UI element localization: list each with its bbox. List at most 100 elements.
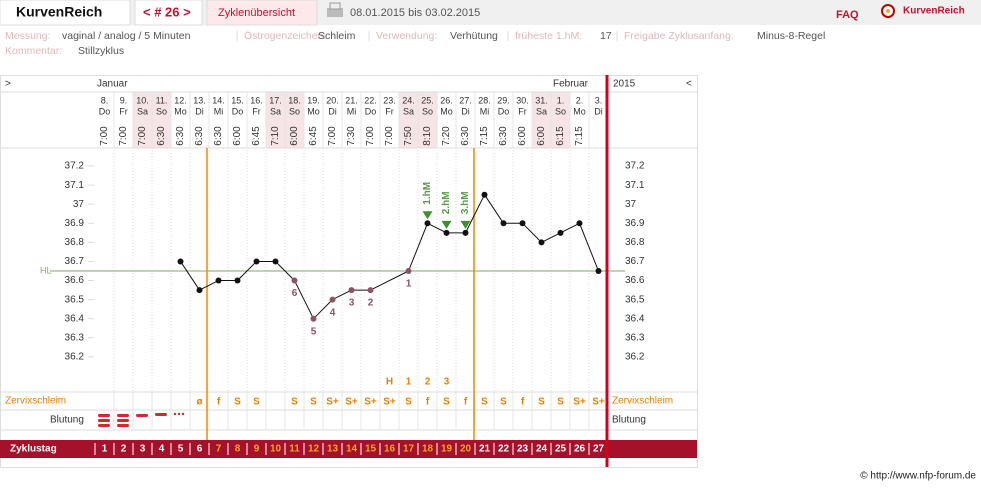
faq-link[interactable]: FAQ bbox=[836, 9, 859, 21]
scroll-right[interactable]: < bbox=[686, 79, 692, 90]
temperature-segment bbox=[522, 222, 542, 243]
overview-link[interactable]: Zyklenübersicht bbox=[218, 7, 295, 19]
temperature-point bbox=[310, 315, 317, 322]
temperature-segment bbox=[237, 261, 257, 281]
date-label: 18. bbox=[288, 95, 301, 105]
weekday-label: Sa bbox=[403, 106, 414, 116]
info-value: vaginal / analog / 5 Minuten bbox=[62, 30, 191, 42]
bleed-heavy bbox=[98, 419, 110, 422]
y-tick-label: 36.4 bbox=[625, 313, 645, 324]
y-tick-label: 36.3 bbox=[65, 332, 85, 343]
temperature-point bbox=[481, 191, 488, 198]
y-tick-label: 36.2 bbox=[625, 351, 645, 362]
weekday-label: Sa bbox=[270, 106, 281, 116]
temperature-segment bbox=[484, 194, 504, 224]
bleeding-title: Blutung bbox=[50, 415, 84, 426]
weekday-label: Mi bbox=[347, 106, 357, 116]
scroll-left[interactable]: > bbox=[5, 79, 11, 90]
cycle-day: 2 bbox=[121, 444, 127, 455]
bleed-spot bbox=[173, 412, 177, 416]
temperature-segment bbox=[579, 223, 599, 272]
peak-label: 1 bbox=[406, 377, 412, 388]
info-label: Freigabe Zyklusanfang: bbox=[624, 30, 734, 42]
printer-icon[interactable] bbox=[327, 2, 343, 17]
weekday-label: Do bbox=[365, 106, 377, 116]
info-label: Östrogenzeichen: bbox=[244, 30, 326, 42]
peak-label: H bbox=[386, 377, 393, 388]
temperature-segment bbox=[541, 232, 561, 243]
temperature-segment bbox=[180, 261, 200, 291]
date-label: 13. bbox=[193, 95, 206, 105]
cervix-entry: S bbox=[481, 397, 488, 408]
date-label: 22. bbox=[364, 95, 377, 105]
weekend-column bbox=[285, 92, 304, 148]
cervix-entry: S bbox=[234, 397, 241, 408]
bleed-spot bbox=[181, 412, 185, 416]
logo-dot bbox=[886, 9, 890, 13]
cervix-entry: S bbox=[291, 397, 298, 408]
y-tick-label: 36.5 bbox=[625, 294, 645, 305]
cycle-day: 1 bbox=[102, 444, 108, 455]
time-label: 6:00 bbox=[232, 126, 243, 146]
cycle-day: 16 bbox=[384, 444, 396, 455]
temperature-point bbox=[443, 229, 450, 236]
cycle-nav[interactable]: < # 26 > bbox=[143, 4, 191, 19]
cycle-day: 20 bbox=[460, 444, 472, 455]
time-label: 7:00 bbox=[365, 126, 376, 146]
low-count: 1 bbox=[406, 279, 412, 290]
y-tick-label: 36.2 bbox=[65, 351, 85, 362]
hm-label: 3.hM bbox=[460, 191, 471, 214]
cervix-entry: S bbox=[405, 397, 412, 408]
weekend-column bbox=[133, 92, 152, 148]
time-label: 7:20 bbox=[441, 126, 452, 146]
cycle-day: 14 bbox=[346, 444, 358, 455]
temperature-segment bbox=[199, 280, 219, 291]
time-label: 7:00 bbox=[384, 126, 395, 146]
weekend-shading bbox=[133, 92, 570, 148]
temperature-point bbox=[424, 220, 431, 227]
date-label: 17. bbox=[269, 95, 282, 105]
date-label: 10. bbox=[136, 95, 149, 105]
cycle-day: 21 bbox=[479, 444, 491, 455]
weekday-label: Do bbox=[232, 106, 244, 116]
bleed-heavy bbox=[98, 424, 110, 427]
bleed-heavy bbox=[117, 424, 129, 427]
bleed-medium bbox=[155, 413, 167, 416]
y-tick-label: 36.4 bbox=[65, 313, 85, 324]
y-tick-label: 37 bbox=[73, 199, 85, 210]
date-label: 14. bbox=[212, 95, 225, 105]
cervix-entry: S+ bbox=[592, 397, 605, 408]
cervix-entry: f bbox=[464, 397, 468, 408]
bleeding-icons bbox=[98, 412, 185, 427]
temperature-segment bbox=[275, 261, 295, 281]
weekday-label: Fr bbox=[518, 106, 527, 116]
cycle-day: 11 bbox=[289, 444, 300, 455]
cycle-day: 23 bbox=[517, 444, 529, 455]
temperature-point bbox=[177, 258, 184, 265]
cervix-entry: S bbox=[500, 397, 507, 408]
temperature-point bbox=[215, 277, 222, 284]
cycle-day: 24 bbox=[536, 444, 548, 455]
y-tick-label: 36.7 bbox=[65, 256, 85, 267]
time-label: 7:00 bbox=[327, 126, 338, 146]
cycle-day: 27 bbox=[593, 444, 605, 455]
cycle-day-band bbox=[0, 440, 697, 458]
date-label: 29. bbox=[497, 95, 510, 105]
cycle-day: 17 bbox=[403, 444, 415, 455]
overview-box[interactable] bbox=[206, 0, 318, 26]
y-tick-label: 36.6 bbox=[625, 275, 645, 286]
date-label: 20. bbox=[326, 95, 339, 105]
cervix-entry: S bbox=[253, 397, 260, 408]
info-value: Verhütung bbox=[450, 30, 498, 42]
time-label: 6:00 bbox=[517, 126, 528, 146]
nav-box[interactable] bbox=[134, 0, 203, 26]
time-label: 7:15 bbox=[479, 126, 490, 146]
cervix-entry: S+ bbox=[345, 397, 358, 408]
time-label: 6:30 bbox=[175, 126, 186, 146]
temperature-point bbox=[329, 296, 336, 303]
time-label: 7:15 bbox=[574, 126, 585, 146]
bleed-heavy bbox=[117, 414, 129, 417]
weekday-label: Di bbox=[195, 106, 204, 116]
temperature-point bbox=[196, 287, 203, 294]
